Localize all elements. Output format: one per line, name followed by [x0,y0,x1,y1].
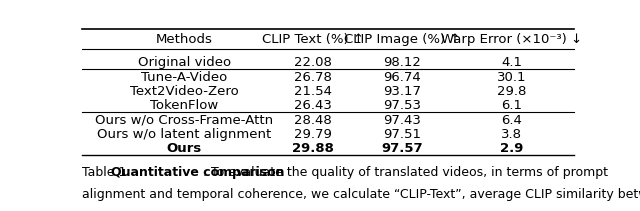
Text: 30.1: 30.1 [497,71,526,84]
Text: 97.43: 97.43 [383,114,421,127]
Text: 2.9: 2.9 [500,142,524,155]
Text: Original video: Original video [138,56,231,69]
Text: 98.12: 98.12 [383,56,421,69]
Text: Warp Error (×10⁻³) ↓: Warp Error (×10⁻³) ↓ [441,33,582,46]
Text: Ours w/o Cross-Frame-Attn: Ours w/o Cross-Frame-Attn [95,114,273,127]
Text: . To evaluate the quality of translated videos, in terms of prompt: . To evaluate the quality of translated … [202,166,607,179]
Text: Text2Video-Zero: Text2Video-Zero [130,85,239,98]
Text: 28.48: 28.48 [294,114,332,127]
Text: 96.74: 96.74 [383,71,421,84]
Text: Ours w/o latent alignment: Ours w/o latent alignment [97,128,271,141]
Text: 3.8: 3.8 [501,128,522,141]
Text: 4.1: 4.1 [501,56,522,69]
Text: TokenFlow: TokenFlow [150,99,218,112]
Text: 97.51: 97.51 [383,128,421,141]
Text: 21.54: 21.54 [294,85,332,98]
Text: 93.17: 93.17 [383,85,421,98]
Text: Methods: Methods [156,33,212,46]
Text: Quantitative comparison: Quantitative comparison [111,166,284,179]
Text: 29.88: 29.88 [292,142,334,155]
Text: 26.78: 26.78 [294,71,332,84]
Text: alignment and temporal coherence, we calculate “CLIP-Text”, average CLIP similar: alignment and temporal coherence, we cal… [83,188,640,201]
Text: 6.4: 6.4 [501,114,522,127]
Text: CLIP Text (%) ↑: CLIP Text (%) ↑ [262,33,364,46]
Text: CLIP Image (%) ↑: CLIP Image (%) ↑ [344,33,461,46]
Text: 26.43: 26.43 [294,99,332,112]
Text: Tune-A-Video: Tune-A-Video [141,71,227,84]
Text: 22.08: 22.08 [294,56,332,69]
Text: 97.57: 97.57 [381,142,423,155]
Text: Table 1:: Table 1: [83,166,135,179]
Text: Ours: Ours [166,142,202,155]
Text: 29.8: 29.8 [497,85,526,98]
Text: 6.1: 6.1 [501,99,522,112]
Text: 97.53: 97.53 [383,99,421,112]
Text: 29.79: 29.79 [294,128,332,141]
